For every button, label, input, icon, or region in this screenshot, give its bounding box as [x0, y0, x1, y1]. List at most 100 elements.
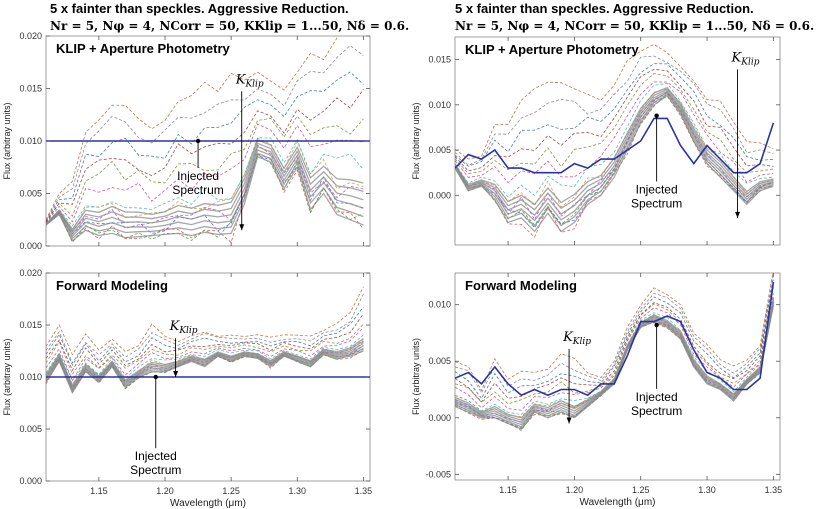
kklip-series-line: [455, 95, 774, 238]
kklip-core-line: [455, 88, 774, 211]
kklip-core-line: [46, 145, 364, 235]
x-tick-label: 1.20: [156, 486, 174, 496]
panel-title: Forward Modeling: [56, 278, 168, 293]
kklip-core-line: [46, 149, 364, 238]
plot-area: [46, 36, 370, 244]
kklip-series-line: [46, 71, 364, 222]
kklip-core-line: [455, 301, 775, 426]
plot-area: [455, 43, 775, 238]
kklip-series-line: [46, 137, 364, 232]
kklip-core-line: [46, 342, 364, 390]
panel-title: KLIP + Aperture Photometry: [465, 42, 639, 57]
kklip-core-line: [455, 94, 774, 233]
plot-area: [46, 286, 370, 394]
kklip-core-line: [46, 152, 364, 240]
kklip-arrow-head: [735, 211, 741, 218]
x-tick-label: 1.15: [90, 486, 108, 496]
kklip-series-line: [46, 89, 364, 223]
injected-annotation-label: Spectrum: [631, 404, 682, 418]
kklip-series-line: [46, 313, 364, 372]
kklip-series-line: [455, 283, 774, 403]
kklip-core-line: [46, 139, 364, 231]
kklip-arrow-head: [566, 417, 572, 424]
kklip-label-subscript: Klip: [572, 337, 591, 347]
kklip-series-line: [46, 306, 364, 366]
injected-annotation-label: Spectrum: [631, 196, 682, 210]
x-tick-label: 1.15: [499, 485, 517, 495]
y-tick-label: 0.010: [428, 300, 451, 310]
kklip-core-line: [455, 90, 774, 217]
injected-annotation-label: Spectrum: [172, 183, 223, 197]
kklip-series-line: [46, 144, 364, 232]
panel-title: Forward Modeling: [465, 278, 577, 293]
injected-spectrum-line: [455, 117, 775, 174]
kklip-series-line: [46, 286, 364, 356]
kklip-series-line: [46, 123, 364, 224]
kklip-label-subscript: Klip: [740, 57, 759, 67]
kklip-series-line: [46, 327, 364, 382]
kklip-series-line: [46, 155, 364, 235]
y-tick-label: 0.005: [428, 145, 451, 155]
kklip-series-line: [46, 334, 364, 382]
panel-bottom-left: 0.000 0.005 0.010 0.015 0.020 1.15 1.20 1.25 1.3…: [2, 268, 372, 509]
kklip-series-line: [455, 273, 774, 392]
kklip-arrow-head: [239, 224, 245, 231]
kklip-series-line: [46, 153, 364, 244]
x-tick-label: 1.35: [355, 486, 373, 496]
injected-annotation-dot: [654, 113, 659, 118]
kklip-series-line: [455, 92, 774, 226]
y-axis-label: Flux (arbitray units): [411, 102, 421, 179]
y-tick-label: 0.010: [19, 372, 42, 382]
injected-annotation-dot: [654, 322, 659, 328]
y-tick-label: 0.010: [428, 100, 451, 110]
right-column-params: Nr = 5, Nφ = 4, NCorr = 50, KKlip = 1...…: [455, 19, 815, 33]
left-column-title: 5 x fainter than speckles. Aggressive Re…: [50, 1, 349, 16]
x-tick-label: 1.20: [566, 485, 584, 495]
kklip-arrow-head: [173, 371, 179, 377]
y-tick-label: 0.000: [428, 413, 451, 423]
kklip-series-line: [455, 73, 774, 175]
injected-annotation-label: Injected: [177, 169, 219, 183]
y-tick-label: 0.000: [19, 241, 42, 251]
kklip-core-line: [46, 142, 364, 233]
kklip-series-line: [46, 137, 364, 227]
x-tick-label: 1.30: [698, 485, 716, 495]
kklip-core-line: [455, 297, 775, 419]
kklip-core-line: [46, 337, 364, 387]
kklip-core-line: [46, 347, 364, 393]
y-tick-label: 0.020: [19, 31, 42, 41]
panel-top-left: 0.000 0.005 0.010 0.015 0.020 Flux (arbitray …: [2, 31, 371, 251]
x-tick-label: 1.35: [765, 485, 783, 495]
kklip-series-line: [455, 63, 774, 167]
panel-top-right: 0.000 0.005 0.010 0.015 Flux (arbitray units…: [411, 36, 781, 246]
left-column-params: Nr = 5, Nφ = 4, NCorr = 50, KKlip = 1...…: [50, 19, 410, 33]
y-tick-label: 0.020: [19, 268, 42, 278]
kklip-series-line: [46, 293, 364, 364]
injected-annotation-label: Injected: [636, 182, 678, 196]
kklip-series-line: [46, 44, 364, 221]
kklip-series-line: [46, 36, 339, 220]
injected-spectrum-line: [455, 281, 775, 397]
kklip-label-subscript: Klip: [178, 326, 197, 336]
kklip-series-line: [455, 43, 774, 160]
x-tick-label: 1.25: [222, 486, 240, 496]
kklip-core-line: [46, 155, 364, 242]
kklip-core-line: [46, 345, 364, 392]
kklip-series-line: [46, 323, 364, 375]
x-axis-label: Wavelength (μm): [170, 498, 246, 509]
y-tick-label: 0.000: [19, 476, 42, 486]
y-tick-label: 0.015: [428, 55, 451, 65]
kklip-core-line: [455, 93, 774, 227]
y-tick-label: 0.000: [428, 190, 451, 200]
x-tick-label: 1.30: [288, 486, 306, 496]
kklip-series-line: [455, 81, 774, 184]
right-column-title: 5 x fainter than speckles. Aggressive Re…: [455, 1, 754, 16]
kklip-core-line: [455, 299, 775, 421]
y-tick-label: 0.010: [19, 136, 42, 146]
y-tick-label: 0.015: [19, 84, 42, 94]
kklip-series-line: [455, 82, 774, 198]
y-axis-label: Flux (arbitray units): [411, 338, 421, 415]
y-tick-label: -0.005: [425, 469, 451, 479]
kklip-series-line: [455, 286, 774, 405]
